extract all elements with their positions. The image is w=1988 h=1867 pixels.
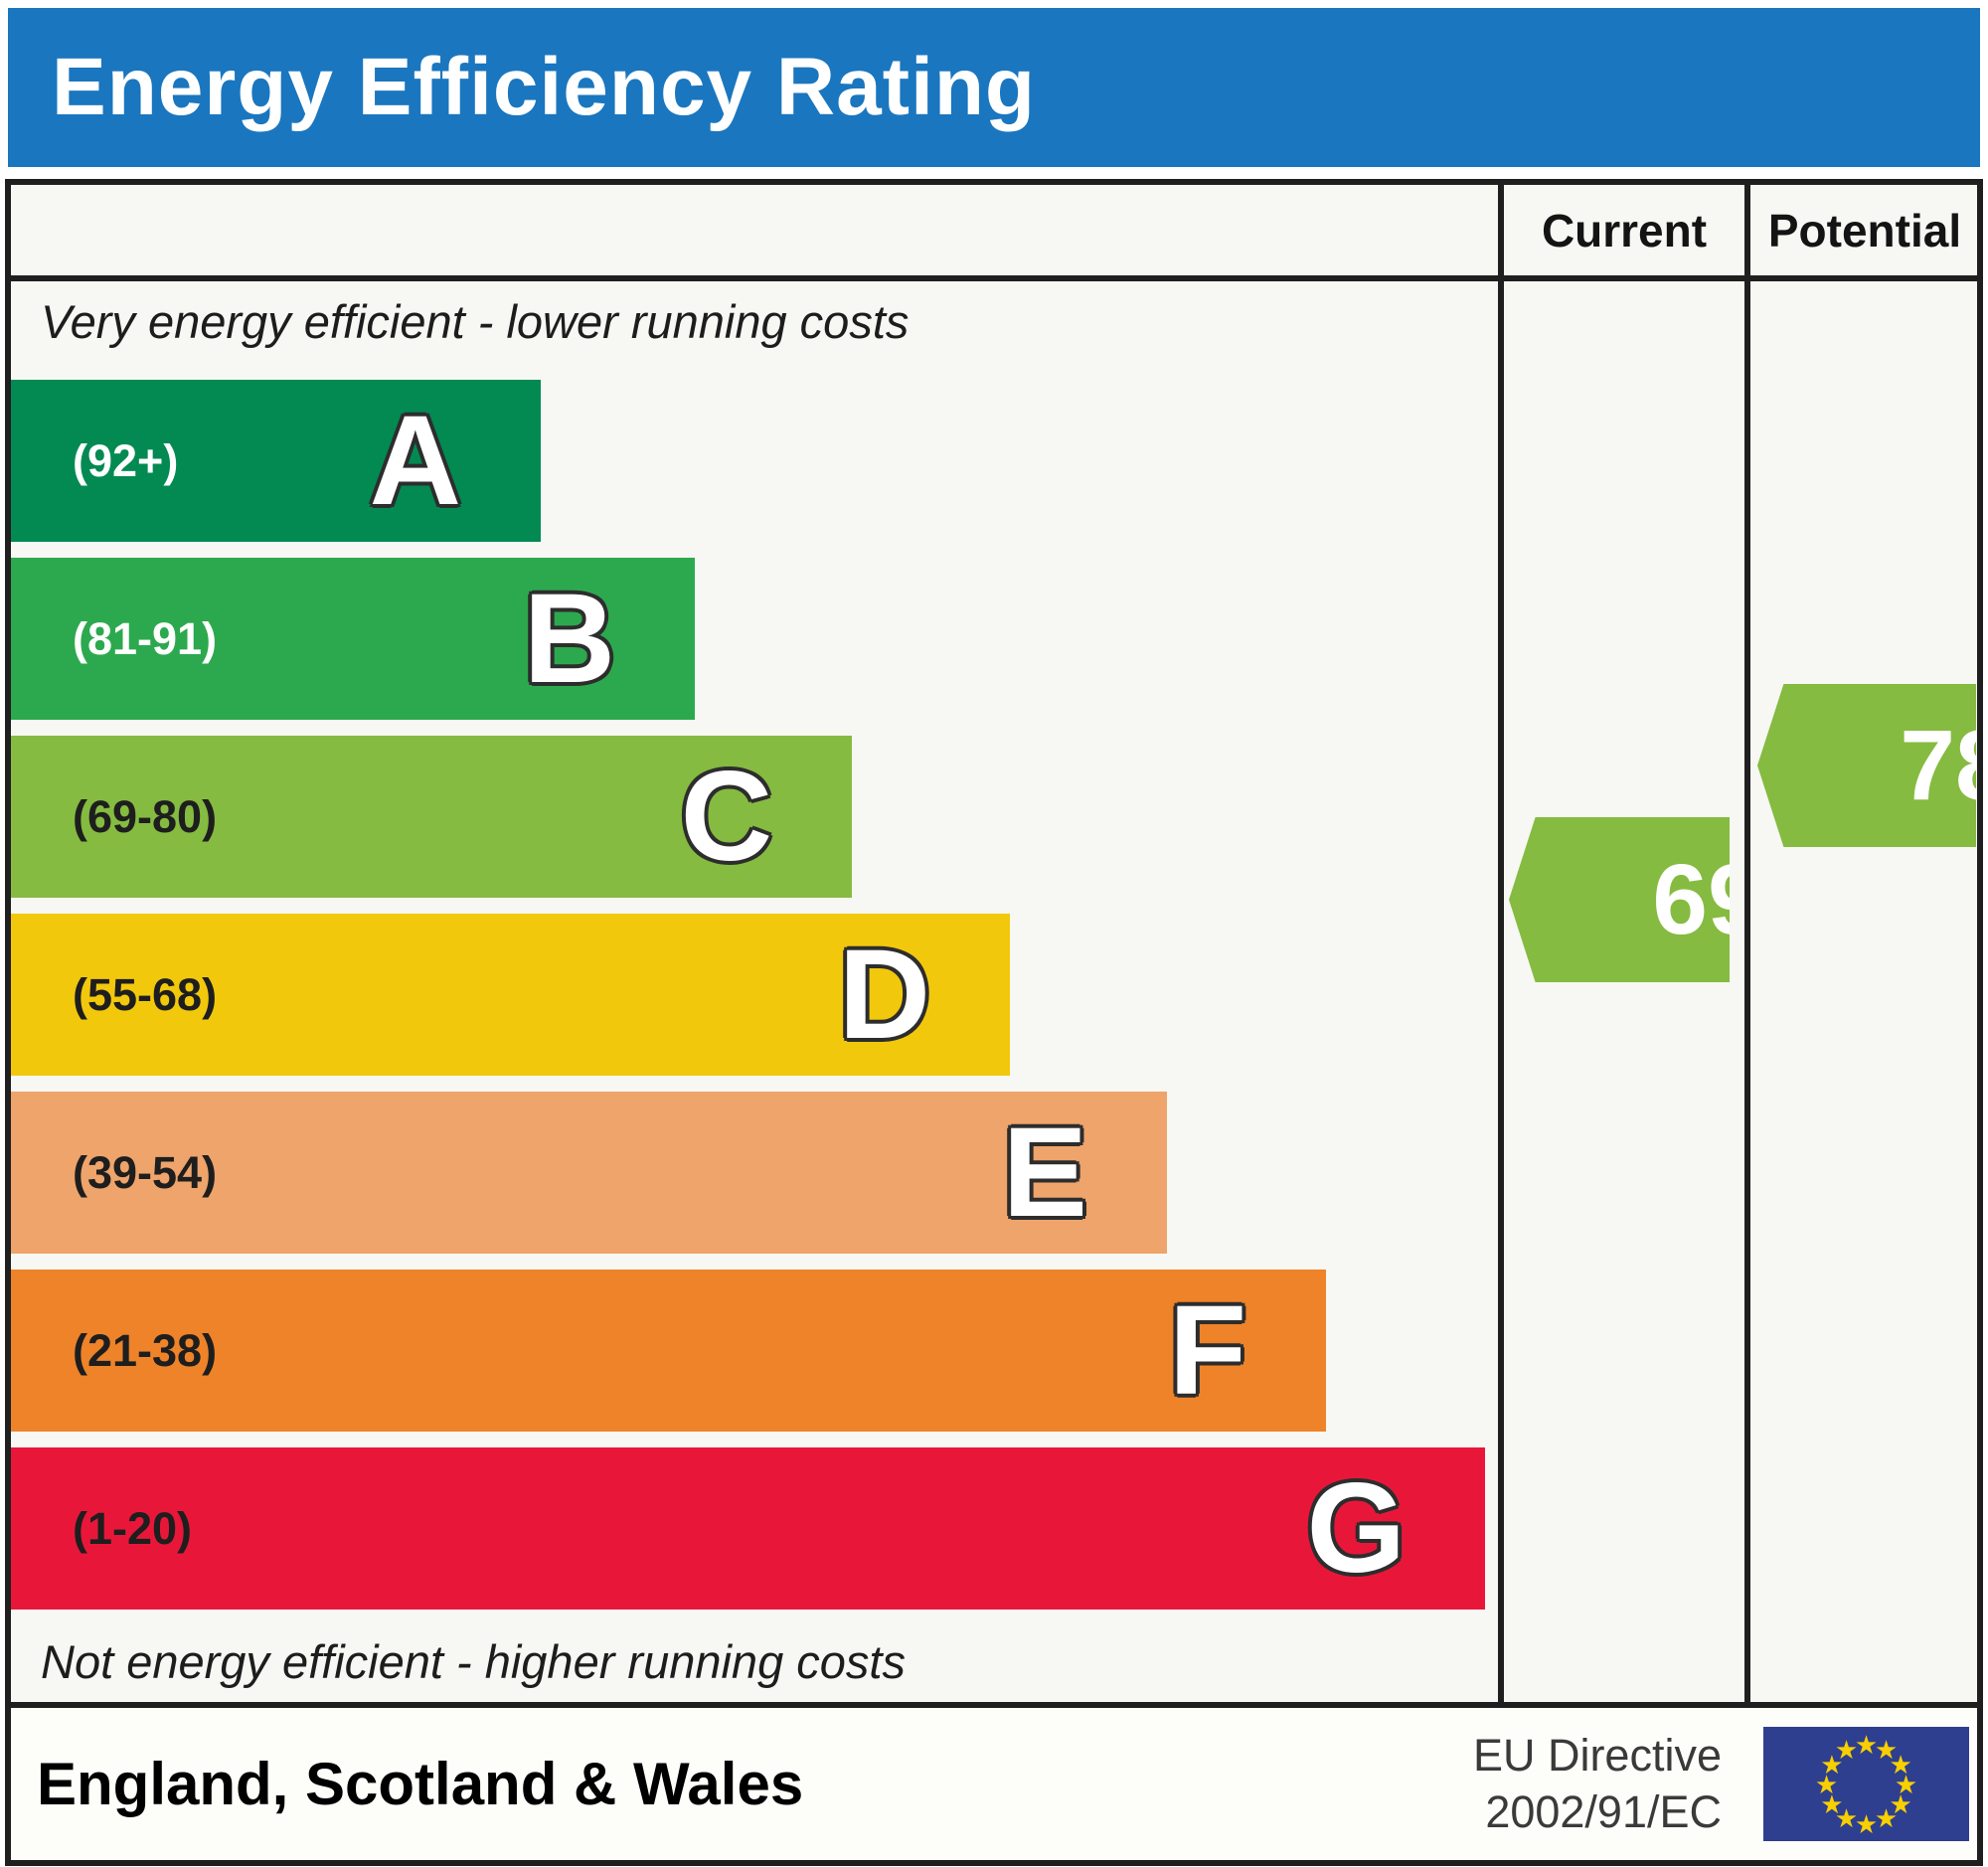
eu-flag-star: ★ [1889,1788,1912,1819]
rating-table: Current Potential Very energy efficient … [5,179,1983,1708]
eu-directive-line2: 2002/91/EC [1485,1785,1722,1837]
band-e-letter: E [1002,1101,1087,1244]
rating-bands: (92+) A (81-91) B (69-80) C (55-68) D (3… [11,380,1485,1625]
region-label: England, Scotland & Wales [37,1751,804,1817]
top-note: Very energy efficient - lower running co… [41,295,910,348]
eu-flag-star: ★ [1834,1803,1859,1834]
eu-flag-star: ★ [1854,1808,1879,1839]
eu-flag-star: ★ [1894,1769,1918,1799]
footer: England, Scotland & Wales EU Directive 2… [5,1702,1983,1866]
eu-flag-star: ★ [1874,1734,1899,1765]
title-bar: Energy Efficiency Rating [8,8,1980,167]
current-column-divider [1498,185,1504,1702]
band-b-range-label: (81-91) [73,612,218,664]
current-rating-value: 69 [1652,843,1763,955]
band-a-letter: A [369,389,461,532]
band-d-bar: (55-68) D [11,914,1010,1076]
potential-rating-value: 78 [1900,709,1988,821]
band-a-range-label: (92+) [73,434,179,486]
band-e-bar: (39-54) E [11,1092,1167,1254]
band-f-range-label: (21-38) [73,1324,218,1376]
column-header-current: Current [1541,204,1708,256]
band-f-bar: (21-38) F [11,1270,1326,1432]
band-f-letter: F [1168,1278,1246,1422]
eu-directive-line1: EU Directive [1472,1730,1722,1782]
column-header-row: Current Potential [11,185,1977,281]
band-c-bar: (69-80) C [11,736,852,898]
potential-column-divider [1744,185,1750,1702]
eu-flag-star: ★ [1874,1803,1899,1834]
eu-flag-star: ★ [1820,1749,1844,1780]
band-b-bar: (81-91) B [11,558,695,720]
eu-flag-icon: ★ ★ ★ ★ ★ ★ ★ ★ ★ ★ ★ ★ [1763,1727,1969,1841]
band-a-bar: (92+) A [11,380,541,542]
band-e-range-label: (39-54) [73,1146,218,1198]
potential-rating-arrow: 78 [1757,684,1976,847]
eu-directive-label: EU Directive 2002/91/EC [1473,1728,1722,1840]
band-d-letter: D [838,923,930,1066]
bottom-note: Not energy efficient - higher running co… [41,1635,906,1688]
current-rating-arrow: 69 [1509,817,1730,982]
band-b-letter: B [523,567,615,710]
band-c-letter: C [680,745,772,888]
column-header-potential: Potential [1767,204,1962,256]
page-title: Energy Efficiency Rating [52,42,1037,132]
eu-flag-star: ★ [1814,1769,1839,1799]
band-d-range-label: (55-68) [73,968,218,1020]
band-g-letter: G [1306,1456,1406,1600]
band-g-bar: (1-20) G [11,1447,1485,1610]
eu-flag-star: ★ [1820,1788,1844,1819]
eu-flag-star: ★ [1834,1734,1859,1765]
band-c-range-label: (69-80) [73,790,218,842]
eu-flag-star: ★ [1854,1729,1879,1760]
band-g-range-label: (1-20) [73,1502,193,1554]
eu-flag-star: ★ [1889,1749,1912,1780]
